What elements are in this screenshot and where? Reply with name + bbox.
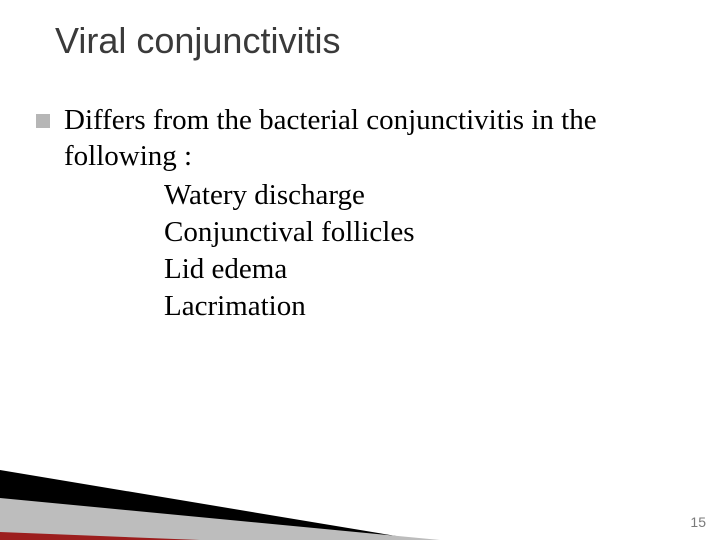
lead-text: Differs from the bacterial conjunctiviti… [64, 102, 676, 175]
list-item: Lacrimation [164, 288, 676, 325]
list-item: Conjunctival follicles [164, 214, 676, 251]
slide-body: Differs from the bacterial conjunctiviti… [36, 102, 676, 325]
square-bullet-icon [36, 114, 50, 128]
bullet-row: Differs from the bacterial conjunctiviti… [36, 102, 676, 175]
sublist: Watery discharge Conjunctival follicles … [164, 177, 676, 325]
slide-title: Viral conjunctivitis [55, 20, 340, 62]
slide: Viral conjunctivitis Differs from the ba… [0, 0, 720, 540]
page-number: 15 [690, 514, 706, 530]
list-item: Watery discharge [164, 177, 676, 214]
list-item: Lid edema [164, 251, 676, 288]
decoration-wedge-accent [0, 532, 200, 540]
